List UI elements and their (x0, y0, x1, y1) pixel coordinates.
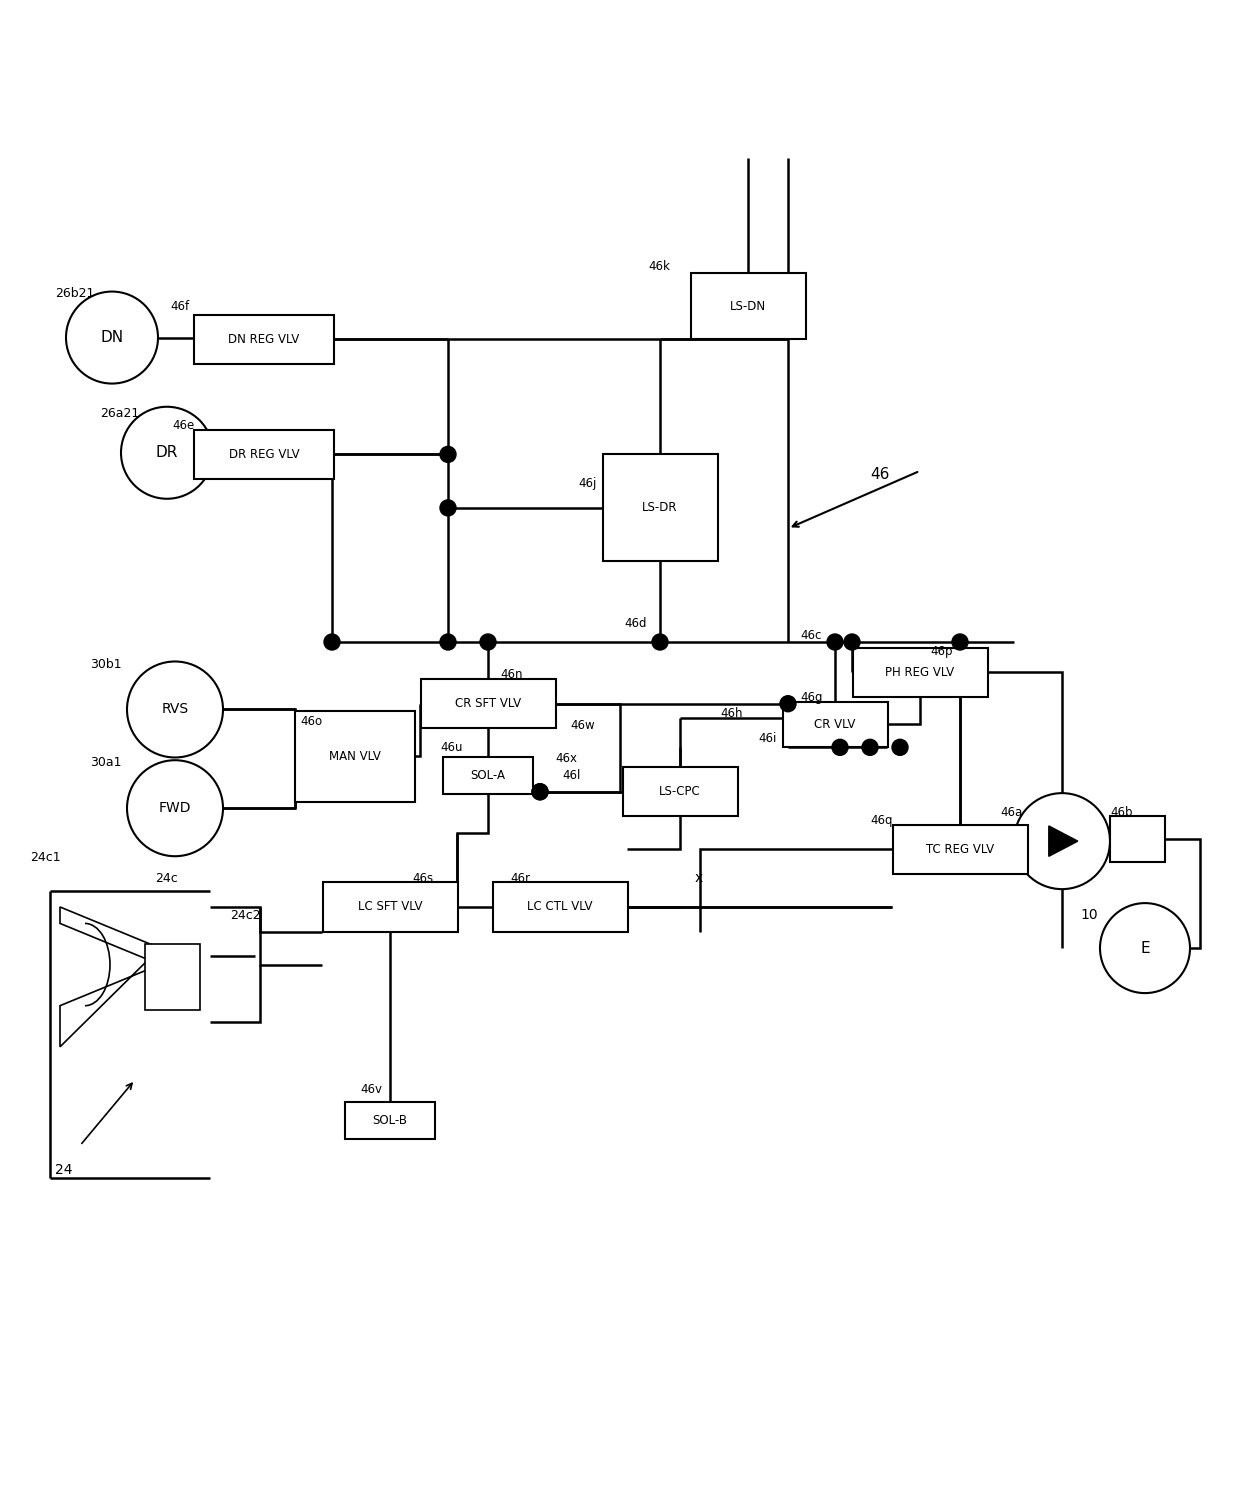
Bar (420, 680, 556, 728)
Bar (345, 1103, 435, 1139)
Circle shape (440, 634, 456, 650)
Text: DR: DR (156, 445, 179, 460)
Text: 46k: 46k (649, 261, 670, 273)
Text: 46i: 46i (758, 732, 776, 744)
Circle shape (122, 407, 213, 499)
Text: SOL-A: SOL-A (470, 769, 506, 782)
Text: 46p: 46p (930, 645, 952, 659)
Polygon shape (60, 948, 160, 1047)
Circle shape (66, 291, 157, 384)
Text: 46: 46 (870, 467, 889, 482)
Text: LS-DR: LS-DR (642, 502, 678, 514)
Text: 26a21: 26a21 (100, 407, 139, 420)
Text: CR VLV: CR VLV (815, 717, 856, 731)
Bar (853, 648, 987, 698)
Circle shape (440, 500, 456, 515)
Text: 46u: 46u (440, 741, 463, 754)
Text: 46l: 46l (562, 769, 580, 782)
Bar (145, 943, 200, 1010)
Bar (193, 429, 334, 479)
Circle shape (844, 634, 861, 650)
Bar (443, 757, 533, 794)
Text: FWD: FWD (159, 802, 191, 815)
Text: 24c1: 24c1 (30, 851, 61, 864)
Text: 24: 24 (55, 1163, 72, 1177)
Polygon shape (60, 907, 160, 964)
Circle shape (780, 696, 796, 711)
Text: LC CTL VLV: LC CTL VLV (527, 901, 593, 913)
Circle shape (1014, 793, 1110, 889)
Text: 46q: 46q (870, 814, 893, 827)
Text: 46d: 46d (624, 616, 646, 630)
Circle shape (1100, 903, 1190, 993)
Text: DN REG VLV: DN REG VLV (228, 333, 300, 345)
Circle shape (827, 634, 843, 650)
Text: 46e: 46e (172, 419, 195, 433)
Text: 46r: 46r (510, 871, 529, 885)
Text: CR SFT VLV: CR SFT VLV (455, 698, 521, 710)
Text: 30b1: 30b1 (91, 657, 122, 671)
Text: MAN VLV: MAN VLV (329, 750, 381, 763)
Bar (322, 882, 458, 931)
Circle shape (480, 634, 496, 650)
Circle shape (532, 784, 548, 800)
Bar (782, 702, 888, 747)
Text: 26b21: 26b21 (55, 288, 94, 300)
Bar (295, 711, 415, 802)
Polygon shape (1049, 826, 1078, 856)
Circle shape (126, 760, 223, 856)
Text: 46n: 46n (500, 669, 522, 681)
Text: TC REG VLV: TC REG VLV (926, 842, 994, 856)
Bar (893, 824, 1028, 874)
Text: 46s: 46s (412, 871, 433, 885)
Text: 46o: 46o (300, 716, 322, 728)
Bar (691, 273, 806, 339)
Text: DR REG VLV: DR REG VLV (228, 448, 299, 461)
Circle shape (832, 740, 848, 755)
Circle shape (532, 784, 548, 800)
Text: 46v: 46v (360, 1084, 382, 1096)
Text: 46j: 46j (578, 476, 596, 490)
Text: 24c: 24c (155, 871, 177, 885)
Circle shape (652, 634, 668, 650)
Circle shape (324, 634, 340, 650)
Bar (622, 767, 738, 817)
Text: 46b: 46b (1110, 806, 1132, 818)
Text: LS-CPC: LS-CPC (660, 785, 701, 799)
Text: 46f: 46f (170, 300, 190, 313)
Text: 10: 10 (1080, 909, 1097, 922)
Text: PH REG VLV: PH REG VLV (885, 666, 955, 680)
Circle shape (952, 634, 968, 650)
Text: 46g: 46g (800, 690, 822, 704)
Text: 46h: 46h (720, 707, 743, 720)
Text: 30a1: 30a1 (91, 757, 122, 770)
Text: 46a: 46a (999, 806, 1022, 818)
Bar (193, 315, 334, 363)
Circle shape (126, 662, 223, 758)
Text: x: x (694, 871, 703, 885)
Text: 46w: 46w (570, 719, 595, 732)
Bar (1110, 817, 1166, 862)
Bar (603, 455, 718, 562)
Text: LC SFT VLV: LC SFT VLV (358, 901, 423, 913)
Text: LS-DN: LS-DN (730, 300, 766, 313)
Text: 24c2: 24c2 (229, 909, 260, 922)
Text: RVS: RVS (161, 702, 188, 716)
Text: 46c: 46c (800, 628, 821, 642)
Bar (492, 882, 627, 931)
Text: 46x: 46x (556, 752, 577, 766)
Text: E: E (1141, 940, 1149, 955)
Circle shape (892, 740, 908, 755)
Text: DN: DN (100, 330, 124, 345)
Text: SOL-B: SOL-B (372, 1114, 408, 1127)
Circle shape (862, 740, 878, 755)
Circle shape (440, 446, 456, 463)
